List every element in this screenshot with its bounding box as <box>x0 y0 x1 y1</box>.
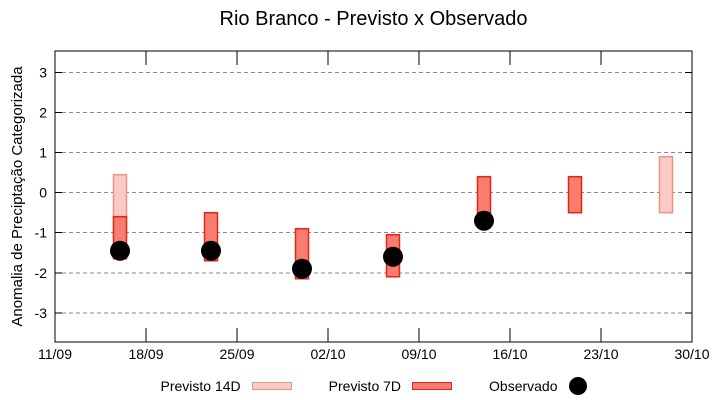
legend: Previsto 14D Previsto 7D Observado <box>55 374 692 398</box>
y-axis-label: Anomalia de Preciptação Categorizada <box>9 66 26 327</box>
x-tick-label: 18/09 <box>128 346 163 362</box>
chart-title: Rio Branco - Previsto x Observado <box>219 8 528 30</box>
x-tick-label: 16/10 <box>492 346 527 362</box>
y-tick-label: -3 <box>35 305 48 321</box>
legend-item-previsto-14d: Previsto 14D <box>161 378 292 394</box>
legend-item-observado: Observado <box>489 377 587 395</box>
x-tick-label: 11/09 <box>38 346 72 362</box>
gridlines <box>55 72 692 314</box>
series-layer <box>110 155 674 280</box>
legend-swatch-previsto-7d <box>412 382 453 390</box>
y-tick-label: -2 <box>35 265 48 281</box>
observado-dot <box>292 258 312 279</box>
observado-dot <box>474 210 494 231</box>
legend-label-previsto-14d: Previsto 14D <box>160 378 241 394</box>
y-tick-label: 3 <box>39 65 47 81</box>
x-tick-label: 23/10 <box>583 346 618 362</box>
observado-dot <box>110 240 130 261</box>
observado-dot <box>383 246 403 267</box>
axes <box>54 50 693 343</box>
tick-labels: 11/09 18/09 25/09 02/10 09/10 16/10 23/10 30/10… <box>35 65 710 362</box>
legend-swatch-previsto-14d <box>251 382 292 390</box>
previsto-7d-bar <box>476 175 492 214</box>
y-tick-label: 0 <box>39 185 47 201</box>
y-tick-label: 2 <box>39 105 47 121</box>
observado-dot <box>201 240 221 261</box>
y-tick-label: -1 <box>35 225 48 241</box>
x-tick-label: 02/10 <box>310 346 345 362</box>
previsto-7d-bar <box>567 175 583 214</box>
legend-label-previsto-7d: Previsto 7D <box>328 378 402 394</box>
plot-border <box>54 50 693 343</box>
legend-item-previsto-7d: Previsto 7D <box>328 378 453 394</box>
x-tick-label: 30/10 <box>674 346 709 362</box>
x-tick-label: 25/09 <box>219 346 254 362</box>
previsto-14d-bar <box>658 155 674 214</box>
legend-dot-icon <box>568 377 587 395</box>
y-tick-label: 1 <box>39 145 47 161</box>
legend-label-observado: Observado <box>489 378 558 394</box>
x-tick-label: 09/10 <box>401 346 436 362</box>
